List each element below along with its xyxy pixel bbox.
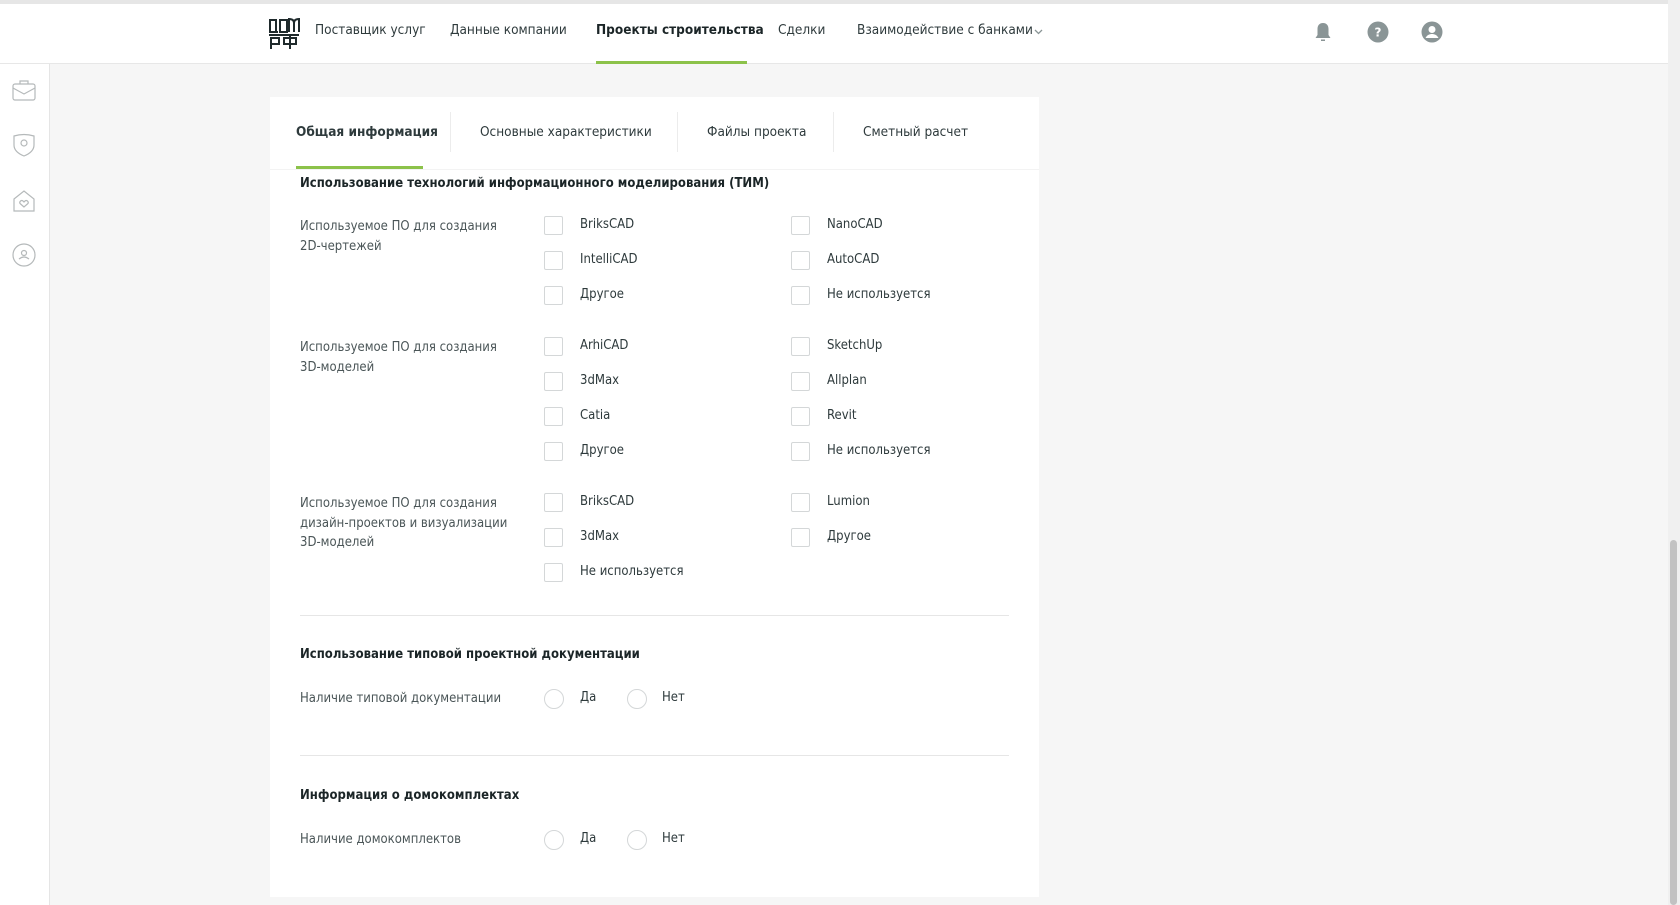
house-kits-no-label[interactable]: Нет [662,831,685,846]
tab-main-characteristics[interactable]: Основные характеристики [480,124,652,140]
section-divider [300,615,1009,616]
option-checkbox[interactable] [544,251,563,270]
browser-strip [0,0,1680,4]
option-label[interactable]: Другое [580,287,624,302]
top-header [0,0,1668,64]
section-title-house-kits: Информация о домокомплектах [300,788,520,803]
option-checkbox[interactable] [544,528,563,547]
group-label-design: Используемое ПО для создания дизайн-прое… [300,496,508,550]
typical-docs-no-radio[interactable] [627,689,647,709]
house-heart-icon[interactable] [11,188,37,214]
option-label[interactable]: SketchUp [827,338,883,353]
option-label[interactable]: IntelliCAD [580,252,638,267]
house-kits-no-radio[interactable] [627,830,647,850]
option-checkbox[interactable] [791,251,810,270]
house-kits-yes-label[interactable]: Да [580,831,597,846]
option-checkbox[interactable] [791,407,810,426]
scrollbar-thumb[interactable] [1670,540,1677,905]
option-checkbox[interactable] [544,337,563,356]
svg-text:?: ? [1375,26,1382,40]
nav-provider[interactable]: Поставщик услуг [315,22,426,38]
option-checkbox[interactable] [544,493,563,512]
option-label[interactable]: ArhiCAD [580,338,629,353]
option-checkbox[interactable] [791,372,810,391]
option-label[interactable]: Lumion [827,494,870,509]
option-checkbox[interactable] [544,216,563,235]
nav-company-data[interactable]: Данные компании [450,22,567,38]
tab-active-indicator [296,166,423,169]
tab-separator [450,112,451,152]
briefcase-icon[interactable] [11,78,37,104]
nav-construction-projects[interactable]: Проекты строительства [596,22,764,38]
option-checkbox[interactable] [544,442,563,461]
group-label-3d: Используемое ПО для создания 3D-моделей [300,340,497,375]
option-label[interactable]: Не используется [827,443,931,458]
option-label[interactable]: NanoCAD [827,217,883,232]
dom-rf-logo[interactable] [268,16,300,50]
nav-active-indicator [596,61,747,64]
option-label[interactable]: BriksCAD [580,494,635,509]
option-label[interactable]: BriksCAD [580,217,635,232]
option-label[interactable]: 3dMax [580,373,620,388]
typical-docs-yes-label[interactable]: Да [580,690,597,705]
option-label[interactable]: Catia [580,408,611,423]
typical-docs-label: Наличие типовой документации [300,691,502,706]
option-checkbox[interactable] [791,337,810,356]
user-icon[interactable] [1421,21,1443,43]
typical-docs-no-label[interactable]: Нет [662,690,685,705]
shield-emblem-icon[interactable] [11,132,37,158]
tab-separator [677,112,678,152]
house-kits-yes-radio[interactable] [544,830,564,850]
option-checkbox[interactable] [544,407,563,426]
option-label[interactable]: 3dMax [580,529,620,544]
option-label[interactable]: Другое [827,529,871,544]
option-label[interactable]: Revit [827,408,857,423]
option-label[interactable]: Не используется [827,287,931,302]
section-title-typical-docs: Использование типовой проектной документ… [300,647,640,662]
tab-separator [833,112,834,152]
nav-deals[interactable]: Сделки [778,22,826,38]
option-checkbox[interactable] [791,493,810,512]
house-kits-label: Наличие домокомплектов [300,832,461,847]
tab-estimate[interactable]: Сметный расчет [863,124,969,140]
sidebar [0,64,50,905]
typical-docs-yes-radio[interactable] [544,689,564,709]
option-checkbox[interactable] [791,216,810,235]
people-circle-icon[interactable] [11,242,37,268]
tab-general-info[interactable]: Общая информация [296,124,438,140]
group-label-2d: Используемое ПО для создания 2D-чертежей [300,219,497,254]
option-checkbox[interactable] [791,442,810,461]
project-card [270,97,1039,897]
option-checkbox[interactable] [791,528,810,547]
option-label[interactable]: Allplan [827,373,867,388]
section-title-tim: Использование технологий информационного… [300,176,770,191]
option-checkbox[interactable] [544,563,563,582]
option-checkbox[interactable] [791,286,810,305]
nav-banks[interactable]: Взаимодействие с банками [857,22,1033,38]
option-label[interactable]: AutoCAD [827,252,880,267]
tabs-divider [270,169,1039,170]
help-icon[interactable]: ? [1367,21,1389,43]
option-label[interactable]: Другое [580,443,624,458]
bell-icon[interactable] [1312,21,1334,43]
option-label[interactable]: Не используется [580,564,684,579]
section-divider [300,755,1009,756]
tab-project-files[interactable]: Файлы проекта [707,124,807,140]
option-checkbox[interactable] [544,286,563,305]
chevron-down-icon[interactable] [1034,29,1043,35]
option-checkbox[interactable] [544,372,563,391]
